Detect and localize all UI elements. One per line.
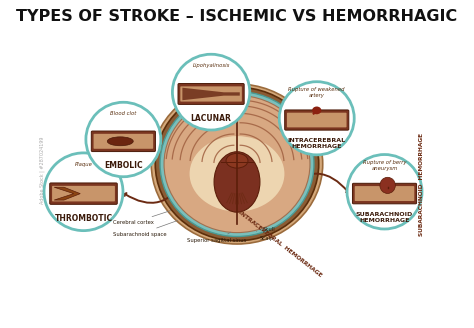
Text: Plaque: Plaque	[74, 162, 92, 167]
Ellipse shape	[226, 154, 248, 168]
Text: TYPES OF STROKE – ISCHEMIC VS HEMORRHAGIC: TYPES OF STROKE – ISCHEMIC VS HEMORRHAGI…	[17, 9, 457, 24]
Ellipse shape	[173, 54, 250, 130]
FancyBboxPatch shape	[91, 131, 155, 152]
Text: Lipohyalinosis: Lipohyalinosis	[192, 63, 230, 68]
Ellipse shape	[44, 153, 123, 231]
FancyBboxPatch shape	[52, 186, 115, 201]
Text: LACUNAR: LACUNAR	[191, 114, 231, 123]
Text: INTRACEREBRAL
HEMORRHAGE: INTRACEREBRAL HEMORRHAGE	[288, 138, 346, 149]
Text: Cerebral cortex: Cerebral cortex	[113, 211, 171, 225]
FancyBboxPatch shape	[180, 86, 242, 102]
Ellipse shape	[107, 137, 133, 146]
Text: Blood clot: Blood clot	[110, 111, 137, 116]
FancyBboxPatch shape	[355, 186, 414, 201]
Text: Adobe Stock | #287024199: Adobe Stock | #287024199	[40, 137, 45, 204]
Ellipse shape	[214, 152, 260, 212]
Ellipse shape	[347, 154, 422, 229]
Text: Rupture of berry
aneurysm: Rupture of berry aneurysm	[363, 160, 406, 171]
Ellipse shape	[155, 87, 319, 241]
FancyBboxPatch shape	[178, 84, 244, 104]
FancyBboxPatch shape	[287, 113, 346, 127]
Ellipse shape	[164, 95, 310, 233]
FancyBboxPatch shape	[353, 183, 417, 204]
Text: THROMBOTIC: THROMBOTIC	[55, 214, 112, 223]
FancyBboxPatch shape	[93, 134, 153, 149]
Ellipse shape	[312, 107, 321, 114]
Text: Rupture of weakened
artery: Rupture of weakened artery	[289, 88, 345, 98]
Text: SUBARACHNOID
HEMORRHAGE: SUBARACHNOID HEMORRHAGE	[356, 213, 413, 223]
FancyBboxPatch shape	[50, 183, 117, 204]
Ellipse shape	[151, 84, 323, 244]
Text: Skull: Skull	[256, 223, 275, 232]
Text: SUBARACHNOID  HEMORRHAGE: SUBARACHNOID HEMORRHAGE	[419, 133, 424, 236]
FancyBboxPatch shape	[285, 110, 349, 130]
Ellipse shape	[380, 177, 395, 194]
Polygon shape	[182, 88, 240, 100]
Ellipse shape	[160, 92, 314, 236]
Text: Scalp: Scalp	[256, 232, 274, 241]
Ellipse shape	[279, 82, 354, 155]
Ellipse shape	[86, 102, 161, 177]
Text: Superior sagittal sinus: Superior sagittal sinus	[187, 232, 247, 243]
Text: EMBOLIC: EMBOLIC	[104, 161, 143, 170]
Text: INTRACEREBRAL  HEMORRHAGE: INTRACEREBRAL HEMORRHAGE	[237, 210, 323, 278]
Polygon shape	[54, 187, 80, 200]
Ellipse shape	[190, 136, 284, 212]
Text: Subarachnoid space: Subarachnoid space	[112, 220, 178, 237]
